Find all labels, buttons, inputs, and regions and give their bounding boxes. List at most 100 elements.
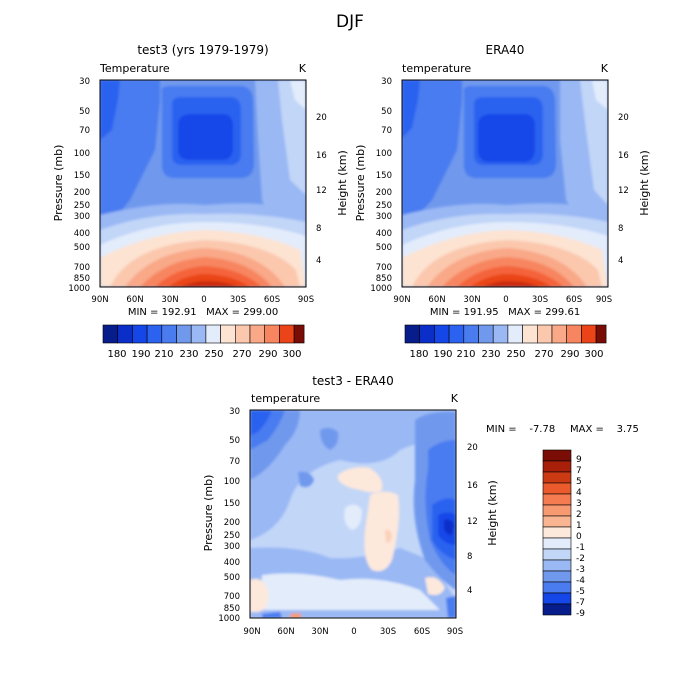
- contour-band: [260, 573, 440, 610]
- colorbar-swatch: [581, 324, 597, 344]
- colorbar-label: 9: [576, 455, 582, 465]
- y-tick-label: 300: [74, 212, 90, 222]
- y-axis-label: Pressure (mb): [202, 475, 215, 552]
- x-tick-label: 0: [503, 295, 508, 305]
- colorbar-swatch: [463, 324, 479, 344]
- colorbar-label: 300: [282, 349, 301, 360]
- colorbar-swatch: [542, 548, 572, 561]
- y2-tick-label: 8: [467, 552, 472, 562]
- stats-text: MIN = 192.91 MAX = 299.00: [128, 307, 278, 318]
- panel-unit: K: [601, 62, 609, 75]
- x-tick-label: 30N: [311, 627, 328, 637]
- colorbar-label: 230: [481, 349, 500, 360]
- y-tick-labels: 30 50 70 100 150 200 250 300 400 500 700…: [68, 77, 90, 294]
- colorbar-swatch: [542, 570, 572, 583]
- contour-band: [250, 578, 269, 612]
- y2-tick-label: 12: [316, 186, 327, 196]
- y2-tick-label: 8: [618, 224, 623, 234]
- colorbar-label: 230: [179, 349, 198, 360]
- colorbar-swatch: [507, 324, 523, 344]
- contour-band: [290, 80, 306, 110]
- colorbar-swatch: [542, 603, 572, 616]
- contour-band: [250, 410, 272, 436]
- colorbar-swatch: [542, 482, 572, 495]
- y-tick-label: 200: [74, 188, 90, 198]
- panel-unit: K: [451, 392, 459, 405]
- y-tick-label: 100: [224, 477, 240, 487]
- colorbar-label: 180: [409, 349, 428, 360]
- colorbar-swatch: [132, 324, 148, 344]
- vertical-colorbar-labels: 9 7 5 4 3 2 1 0 -1 -2 -3 -4 -5 -7 -9: [576, 455, 585, 619]
- colorbar-swatch: [404, 324, 420, 344]
- y-tick-label: 70: [381, 126, 392, 136]
- y-tick-label: 500: [74, 243, 90, 253]
- colorbar-label: 180: [107, 349, 126, 360]
- contour-band: [446, 596, 456, 618]
- colorbar-swatch: [542, 537, 572, 550]
- contour-band: [592, 80, 608, 110]
- x-tick-label: 90N: [91, 295, 108, 305]
- x-tick-label: 30N: [463, 295, 480, 305]
- y2-tick-label: 20: [618, 113, 629, 123]
- colorbar-swatch: [279, 324, 295, 344]
- y-tick-label: 150: [224, 499, 240, 509]
- y2-axis-label: Height (km): [486, 480, 499, 546]
- colorbar-label: 0: [576, 532, 582, 542]
- y-tick-label: 30: [79, 77, 90, 87]
- colorbar-swatch: [146, 324, 163, 344]
- colorbar-swatch: [542, 581, 572, 594]
- y-tick-label: 200: [224, 518, 240, 528]
- y-tick-label: 50: [79, 107, 90, 117]
- contour-band: [385, 529, 392, 543]
- contour-band: [100, 80, 120, 140]
- y2-tick-label: 16: [316, 151, 327, 161]
- x-tick-label: 60S: [264, 295, 280, 305]
- x-tick-label: 90S: [298, 295, 314, 305]
- y-tick-label: 400: [74, 229, 90, 239]
- colorbar-label: 290: [560, 349, 579, 360]
- colorbar-swatch: [522, 324, 538, 344]
- y-tick-labels: 30 50 70 100 150 200 250 300 400 500 700…: [218, 407, 240, 624]
- colorbar-swatch: [542, 460, 572, 473]
- y-tick-label: 850: [74, 274, 90, 284]
- colorbar-swatch: [117, 324, 133, 344]
- colorbar-label: -1: [576, 543, 585, 553]
- x-tick-labels: 90N 60N 30N 0 30S 60S 90S: [393, 295, 612, 305]
- colorbar-label: 210: [456, 349, 475, 360]
- contour-band: [262, 612, 282, 618]
- y-tick-label: 300: [224, 542, 240, 552]
- panel-variable: temperature: [251, 392, 320, 405]
- contour-band: [478, 114, 535, 162]
- y-tick-label: 30: [381, 77, 392, 87]
- colorbar-label: 1: [576, 521, 582, 531]
- x-tick-label: 90S: [447, 627, 463, 637]
- y-tick-label: 700: [224, 592, 240, 602]
- colorbar-label: -4: [576, 576, 585, 586]
- y2-tick-label: 4: [467, 586, 472, 596]
- y-axis-label: Pressure (mb): [354, 145, 367, 222]
- stats-min: MIN = -7.78: [486, 424, 555, 435]
- contour-band: [364, 491, 400, 572]
- y-tick-label: 30: [229, 407, 240, 417]
- x-tick-labels: 90N 60N 30N 0 30S 60S 90S: [91, 295, 314, 305]
- y-tick-label: 70: [79, 126, 90, 136]
- x-tick-label: 30S: [380, 627, 396, 637]
- x-tick-label: 30S: [230, 295, 246, 305]
- colorbar-swatch: [492, 324, 509, 344]
- contour-band: [320, 427, 339, 450]
- y-tick-label: 300: [376, 212, 392, 222]
- colorbar-swatch: [542, 559, 572, 572]
- colorbar-label: -5: [576, 587, 585, 597]
- colorbar-label: 270: [534, 349, 553, 360]
- x-tick-label: 30S: [532, 295, 548, 305]
- figure-title: DJF: [336, 12, 364, 32]
- y2-tick-label: 8: [316, 224, 321, 234]
- contour-band: [250, 410, 456, 540]
- y-tick-label: 100: [74, 149, 90, 159]
- x-tick-label: 60S: [566, 295, 582, 305]
- colorbar-swatch: [542, 515, 572, 528]
- plot-frame: [401, 79, 609, 288]
- contour-band: [298, 471, 314, 488]
- contour-field: [250, 410, 456, 618]
